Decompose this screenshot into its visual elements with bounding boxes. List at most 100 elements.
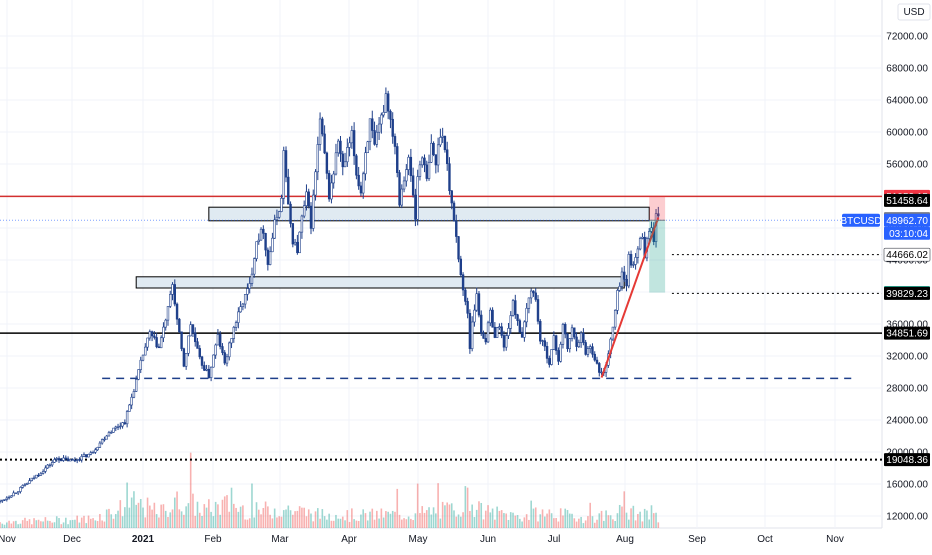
volume-bar xyxy=(301,507,303,528)
candle-body xyxy=(103,438,106,441)
volume-bar xyxy=(149,505,151,528)
candle-body xyxy=(373,130,376,145)
zone-rectangle[interactable] xyxy=(208,206,650,222)
candle-body xyxy=(105,435,108,440)
trend-line[interactable] xyxy=(600,217,660,378)
volume-bar xyxy=(537,521,539,528)
volume-bar xyxy=(500,510,503,528)
candle-body xyxy=(586,348,590,355)
zone-rectangle[interactable] xyxy=(135,276,625,289)
volume-bar xyxy=(441,501,444,528)
candle-body xyxy=(525,307,528,323)
candle-body xyxy=(396,146,399,173)
candle-body xyxy=(588,346,592,349)
candle-body xyxy=(282,150,285,199)
short-position-target-zone[interactable] xyxy=(649,220,666,293)
volume-bar xyxy=(55,516,58,528)
candle-body xyxy=(203,365,206,371)
candle-body xyxy=(207,368,211,378)
symbol-tag xyxy=(842,213,880,227)
x-tick-label: Dec xyxy=(63,534,81,545)
y-tick-label: 16000.00 xyxy=(886,480,928,491)
currency-button[interactable] xyxy=(897,3,931,21)
volume-bar xyxy=(228,511,231,528)
candle-body xyxy=(164,319,167,328)
candle-body xyxy=(35,474,38,479)
volume-bar xyxy=(339,518,342,528)
currency-label[interactable]: USD xyxy=(903,7,924,18)
candle-body xyxy=(366,141,369,154)
volume-bar xyxy=(462,512,464,528)
y-tick-label: 56000.00 xyxy=(886,160,928,171)
candle-body xyxy=(51,462,54,466)
volume-bar xyxy=(146,497,149,528)
volume-bar xyxy=(101,520,103,528)
candle-body xyxy=(386,93,390,112)
volume-bar xyxy=(117,510,119,528)
volume-bar xyxy=(616,513,619,528)
volume-bar xyxy=(562,515,564,528)
candle-body xyxy=(121,422,124,427)
volume-bar xyxy=(167,516,169,528)
volume-bar xyxy=(158,517,160,528)
volume-bar xyxy=(480,502,483,528)
volume-bar xyxy=(326,519,328,528)
candle-body xyxy=(268,251,272,265)
price-tag xyxy=(884,286,930,300)
volume-bar xyxy=(124,507,126,528)
candle-body xyxy=(416,176,419,220)
candle-body xyxy=(82,454,86,457)
candle-body xyxy=(44,467,47,472)
volume-bar xyxy=(344,520,346,528)
candle-body xyxy=(557,350,560,362)
volume-bar xyxy=(217,504,219,528)
candle-body xyxy=(477,293,481,316)
price-axis[interactable] xyxy=(883,0,932,550)
price-tag-label: 48962.70 xyxy=(886,216,928,227)
candle-body xyxy=(534,292,537,300)
candle-body xyxy=(641,236,644,239)
y-tick-label: 20000.00 xyxy=(886,448,928,459)
volume-bar xyxy=(603,520,605,528)
candle-body xyxy=(175,303,179,320)
candle-body xyxy=(275,216,279,221)
candle-body xyxy=(382,111,385,116)
volume-bar xyxy=(332,520,335,528)
candle-body xyxy=(334,152,338,175)
volume-bar xyxy=(271,518,274,528)
candle-body xyxy=(389,110,392,120)
y-tick-label: 28000.00 xyxy=(886,384,928,395)
candle-body xyxy=(69,459,72,462)
volume-bar xyxy=(269,514,271,528)
short-position-stop-zone[interactable] xyxy=(649,196,666,221)
candle-body xyxy=(364,152,367,175)
candle-body xyxy=(187,335,190,354)
volume-bar xyxy=(607,515,610,528)
candle-body xyxy=(595,359,599,364)
candle-body xyxy=(171,284,174,295)
candle-body xyxy=(568,338,571,350)
volume-bar xyxy=(194,515,197,528)
volume-bar xyxy=(44,517,47,528)
candle-body xyxy=(264,233,267,251)
volume-bar xyxy=(248,518,251,528)
candle-body xyxy=(452,202,456,222)
volume-bar xyxy=(512,512,514,528)
volume-bar xyxy=(155,514,158,528)
volume-bar xyxy=(609,515,612,528)
y-tick-label: 12000.00 xyxy=(886,512,928,523)
volume-bar xyxy=(312,521,315,528)
candle-body xyxy=(527,297,531,309)
volume-bar xyxy=(192,493,194,528)
candle-body xyxy=(357,174,360,187)
volume-bar xyxy=(214,501,217,528)
candle-body xyxy=(430,142,433,163)
price-tag-label: 44666.02 xyxy=(886,250,928,261)
candle-body xyxy=(189,324,192,337)
candle-body xyxy=(648,231,651,239)
volume-bar xyxy=(110,514,113,528)
candle-body xyxy=(7,496,11,499)
candle-body xyxy=(78,459,81,461)
